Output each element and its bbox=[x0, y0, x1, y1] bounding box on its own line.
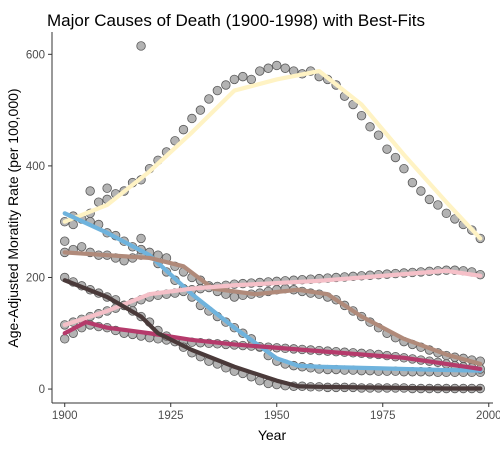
series-4-fit-line bbox=[62, 320, 483, 372]
series-0-point-36 bbox=[365, 122, 375, 132]
series-0-point-42 bbox=[416, 186, 426, 196]
series-0-point-26 bbox=[280, 63, 290, 73]
series-0-point-40 bbox=[399, 163, 409, 174]
outlier-point-0 bbox=[136, 41, 146, 51]
series-0-point-16 bbox=[195, 105, 206, 115]
y-tick-label-1: 200 bbox=[26, 272, 45, 284]
series-0-point-13 bbox=[170, 136, 180, 146]
series-0-point-14 bbox=[178, 124, 189, 135]
x-tick-label-0: 1900 bbox=[52, 410, 78, 422]
series-0-point-39 bbox=[390, 152, 401, 163]
y-axis-label: Age-Adjusted Moratity Rate (per 100,000) bbox=[5, 88, 21, 347]
series-0-fit-line bbox=[62, 68, 483, 241]
series-2-point-20 bbox=[229, 292, 240, 302]
series-0-point-43 bbox=[424, 194, 435, 205]
series-0-point-17 bbox=[204, 94, 214, 104]
outlier-point-3 bbox=[85, 186, 95, 196]
series-0-point-15 bbox=[187, 113, 197, 124]
chart-title: Major Causes of Death (1900-1998) with B… bbox=[47, 11, 425, 30]
series-0-point-41 bbox=[407, 177, 418, 188]
y-tick-label-2: 400 bbox=[26, 161, 45, 173]
x-tick-label-1: 1925 bbox=[158, 410, 184, 422]
series-0-point-19 bbox=[221, 80, 231, 90]
series-1-fit-line bbox=[62, 211, 483, 373]
x-tick-label-4: 2000 bbox=[476, 410, 500, 422]
y-tick-label-3: 600 bbox=[26, 49, 45, 61]
series-0-point-22 bbox=[246, 74, 257, 85]
series-0-point-35 bbox=[356, 110, 367, 121]
series-5-fit-line bbox=[62, 278, 483, 391]
x-ticks: 1900 1925 1950 1975 2000 bbox=[52, 403, 500, 422]
series-0-point-25 bbox=[272, 60, 282, 71]
series-0-point-20 bbox=[229, 74, 240, 85]
x-tick-label-2: 1950 bbox=[264, 410, 290, 422]
x-tick-label-3: 1975 bbox=[370, 410, 396, 422]
series-2-fit-line bbox=[62, 250, 483, 367]
y-tick-label-0: 0 bbox=[39, 384, 45, 396]
series-2-point-2 bbox=[76, 242, 87, 252]
series-0-point-44 bbox=[433, 200, 443, 210]
series-0-point-37 bbox=[373, 130, 384, 140]
series-3-fit-line bbox=[62, 268, 483, 327]
series-0-point-24 bbox=[263, 63, 273, 73]
outlier-point-4 bbox=[102, 183, 112, 193]
series-4-point-0 bbox=[60, 334, 70, 344]
series-0-point-18 bbox=[212, 85, 223, 96]
plot-area bbox=[60, 41, 485, 394]
outlier-point-2 bbox=[136, 233, 146, 244]
y-ticks: 0 200 400 600 bbox=[26, 49, 52, 396]
series-0-point-23 bbox=[255, 66, 265, 76]
series-0-point-38 bbox=[382, 144, 392, 154]
series-0-point-21 bbox=[238, 71, 248, 82]
series-0-point-0 bbox=[60, 236, 70, 246]
series-0-point-45 bbox=[441, 208, 452, 219]
x-axis-label: Year bbox=[258, 427, 287, 443]
